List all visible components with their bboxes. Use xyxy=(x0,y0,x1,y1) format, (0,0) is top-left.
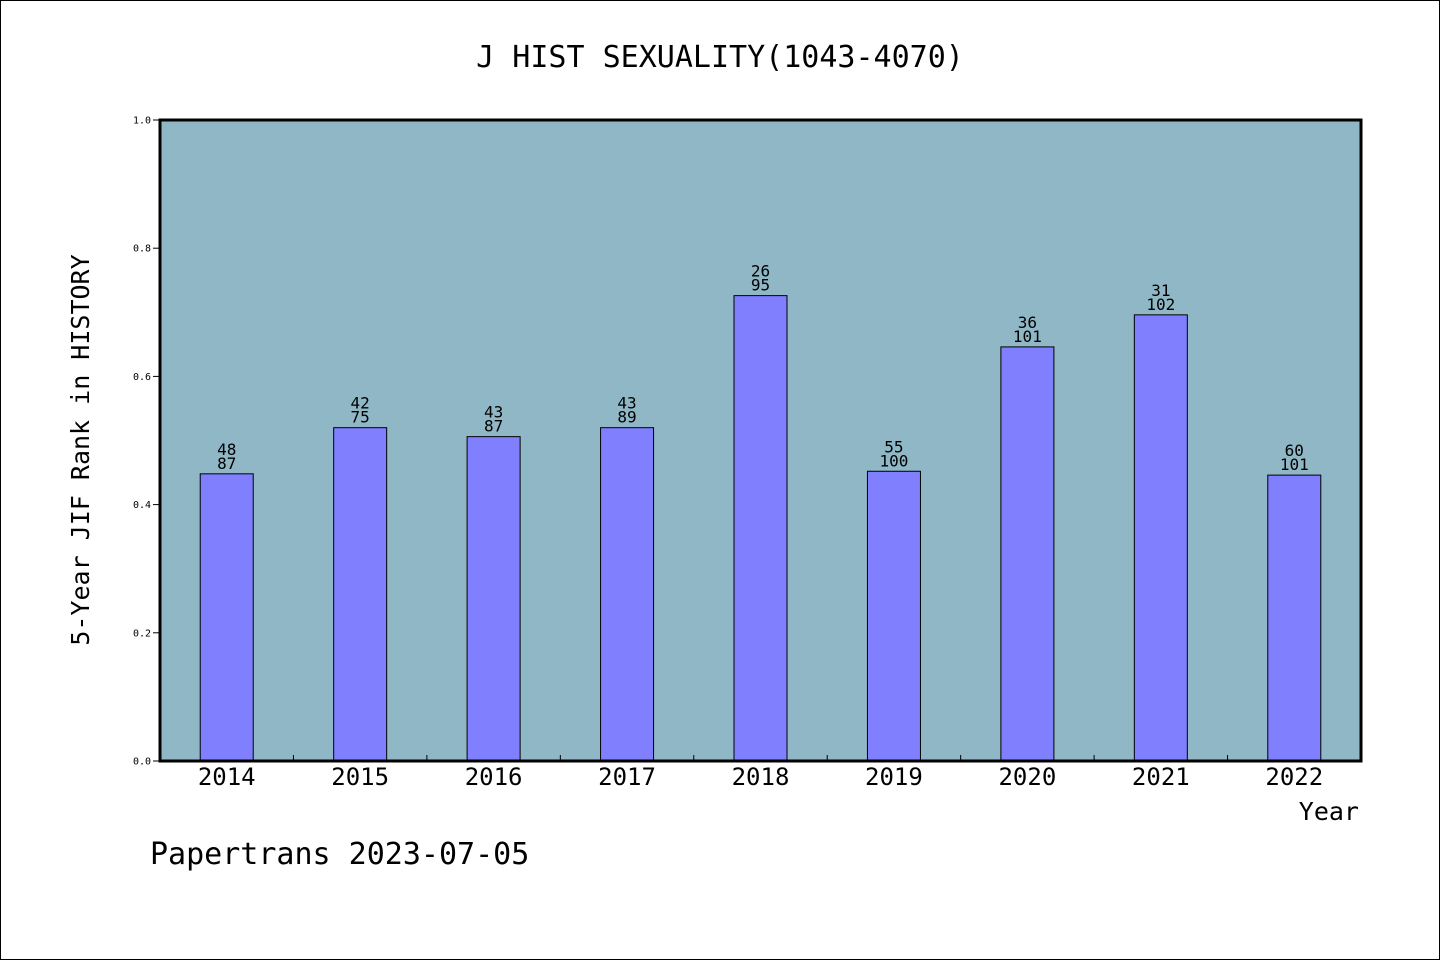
y-tick-label: 0.0 xyxy=(133,757,151,768)
y-tick-label: 0.4 xyxy=(133,500,151,511)
bar-2022 xyxy=(1267,474,1322,762)
x-tick-label: 2014 xyxy=(198,763,256,791)
bar-label-top: 36 xyxy=(1018,313,1037,332)
y-axis: 0.0 0.2 0.4 0.6 0.8 1.0 xyxy=(133,116,160,768)
bar-label-bottom: 95 xyxy=(751,276,770,295)
bar-2016 xyxy=(466,436,521,762)
x-axis: 2014 2015 2016 2017 2018 2019 2020 2021 2022 xyxy=(198,755,1323,791)
bar-label-top: 60 xyxy=(1285,441,1304,460)
x-tick-label: 2016 xyxy=(465,763,523,791)
x-tick-label: 2019 xyxy=(865,763,923,791)
bar-2015 xyxy=(333,427,388,762)
bar-label-top: 42 xyxy=(351,394,370,413)
y-tick-label: 0.2 xyxy=(133,628,151,639)
bar-2017 xyxy=(600,427,655,762)
bar-2021 xyxy=(1133,314,1188,762)
y-tick-label: 0.6 xyxy=(133,372,151,383)
x-axis-title: Year xyxy=(1299,797,1359,826)
bar-2019 xyxy=(866,470,921,762)
x-tick-label: 2021 xyxy=(1132,763,1190,791)
bar-2014 xyxy=(199,473,254,762)
bar-label-bottom: 75 xyxy=(351,408,370,427)
x-tick-label: 2020 xyxy=(998,763,1056,791)
footer-watermark: Papertrans 2023-07-05 xyxy=(150,837,529,872)
bar-label-bottom: 101 xyxy=(1280,455,1309,474)
bar-label-bottom: 101 xyxy=(1013,327,1042,346)
bar-2018 xyxy=(733,295,788,762)
x-tick-label: 2015 xyxy=(331,763,389,791)
x-tick-label: 2022 xyxy=(1265,763,1323,791)
chart-title: J HIST SEXUALITY(1043-4070) xyxy=(476,40,964,75)
y-tick-label: 1.0 xyxy=(133,116,151,127)
bar-2020 xyxy=(1000,346,1055,762)
bar-label-top: 31 xyxy=(1151,281,1170,300)
bar-label-top: 43 xyxy=(484,403,503,422)
bar-label-bottom: 87 xyxy=(217,454,236,473)
bar-label-top: 55 xyxy=(884,437,903,456)
bar-label-top: 26 xyxy=(751,262,770,281)
bar-label-top: 48 xyxy=(217,440,236,459)
bar-label-bottom: 100 xyxy=(879,451,908,470)
x-tick-label: 2017 xyxy=(598,763,656,791)
y-axis-title: 5-Year JIF Rank in HISTORY xyxy=(66,254,95,645)
plot-border xyxy=(158,118,1363,763)
bar-group xyxy=(199,295,1322,762)
bar-label-bottom: 89 xyxy=(617,408,636,427)
bar-label-top: 43 xyxy=(617,394,636,413)
x-tick-label: 2018 xyxy=(732,763,790,791)
bar-label-bottom: 87 xyxy=(484,417,503,436)
bar-label-bottom: 102 xyxy=(1146,295,1175,314)
y-tick-label: 0.8 xyxy=(133,244,151,255)
